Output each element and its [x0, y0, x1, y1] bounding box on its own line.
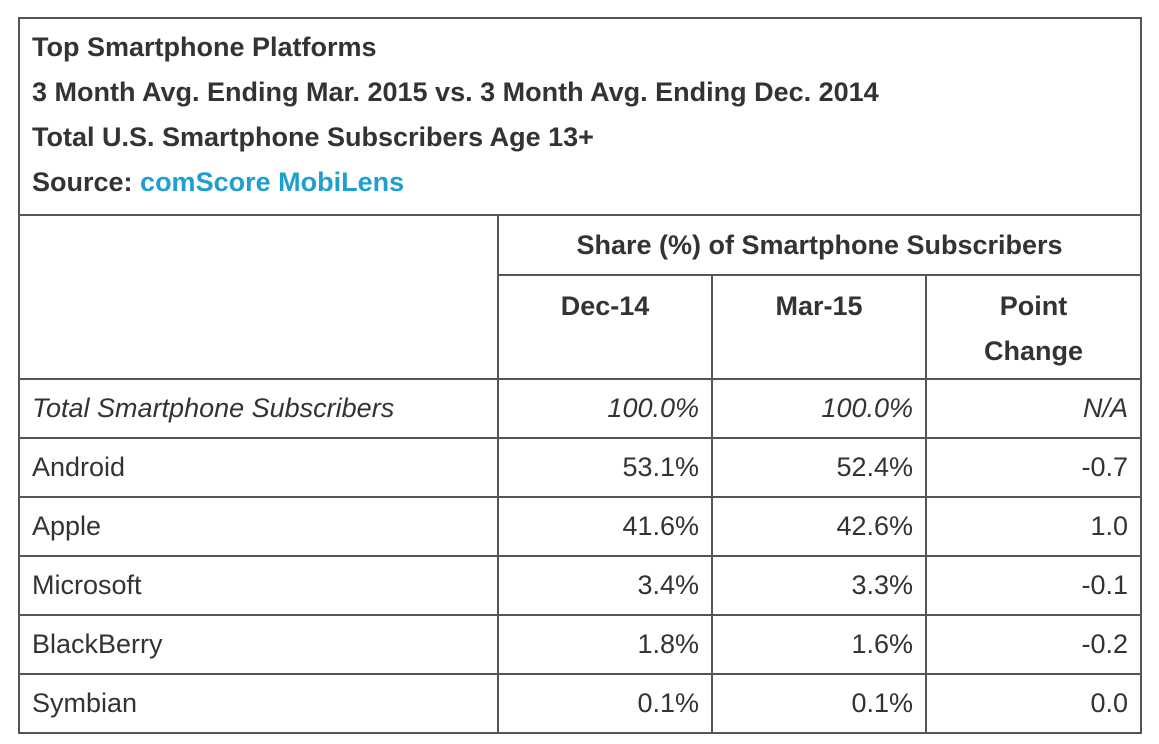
table-header-row: Top Smartphone Platforms 3 Month Avg. En… [17, 17, 1143, 216]
mar15-value: 100.0% [711, 378, 927, 439]
platform-name: Android [18, 437, 499, 498]
point-change-line1: Point [999, 291, 1068, 321]
point-change-value: -0.1 [924, 555, 1143, 616]
empty-corner-cell [18, 214, 499, 380]
table-subtitle: 3 Month Avg. Ending Mar. 2015 vs. 3 Mont… [32, 77, 879, 107]
platform-name: Microsoft [18, 555, 499, 616]
table-row: Microsoft 3.4% 3.3% -0.1 [18, 555, 1143, 616]
point-change-value: 1.0 [924, 496, 1143, 557]
table-header: Top Smartphone Platforms 3 Month Avg. En… [17, 17, 1143, 216]
column-group-row: Share (%) of Smartphone Subscribers [18, 214, 1143, 380]
point-change-value: N/A [924, 378, 1143, 439]
table-row: Android 53.1% 52.4% -0.7 [18, 437, 1143, 498]
table-row: Total Smartphone Subscribers 100.0% 100.… [18, 378, 1143, 439]
source-label: Source: [32, 167, 133, 197]
source-link[interactable]: comScore MobiLens [140, 167, 405, 197]
column-header-row: Dec-14 Mar-15 Point Change [19, 274, 1143, 380]
point-change-value: -0.7 [924, 437, 1143, 498]
platform-name: Symbian [18, 673, 499, 734]
mar15-value: 1.6% [711, 614, 927, 675]
mar15-value: 42.6% [711, 496, 927, 557]
dec14-value: 3.4% [497, 555, 713, 616]
dec14-value: 100.0% [497, 378, 713, 439]
smartphone-platforms-table: Top Smartphone Platforms 3 Month Avg. En… [17, 17, 1143, 734]
table-title: Top Smartphone Platforms [32, 32, 377, 62]
column-header-point-change: Point Change [924, 274, 1143, 380]
platform-name: Total Smartphone Subscribers [18, 378, 499, 439]
table-row: BlackBerry 1.8% 1.6% -0.2 [18, 614, 1143, 675]
table-source: Source: comScore MobiLens [32, 160, 1128, 205]
platform-name: BlackBerry [18, 614, 499, 675]
table-population: Total U.S. Smartphone Subscribers Age 13… [32, 122, 594, 152]
point-change-value: 0.0 [924, 673, 1143, 734]
table-row: Symbian 0.1% 0.1% 0.0 [18, 673, 1143, 734]
dec14-value: 0.1% [497, 673, 713, 734]
mar15-value: 0.1% [711, 673, 927, 734]
platform-name: Apple [18, 496, 499, 557]
column-header-mar15: Mar-15 [711, 274, 927, 380]
dec14-value: 41.6% [497, 496, 713, 557]
point-change-value: -0.2 [924, 614, 1143, 675]
table-row: Apple 41.6% 42.6% 1.0 [18, 496, 1143, 557]
mar15-value: 52.4% [711, 437, 927, 498]
mar15-value: 3.3% [711, 555, 927, 616]
share-group-header: Share (%) of Smartphone Subscribers [496, 214, 1143, 276]
dec14-value: 53.1% [497, 437, 713, 498]
column-header-dec14: Dec-14 [497, 274, 713, 380]
dec14-value: 1.8% [497, 614, 713, 675]
point-change-line2: Change [984, 336, 1084, 366]
